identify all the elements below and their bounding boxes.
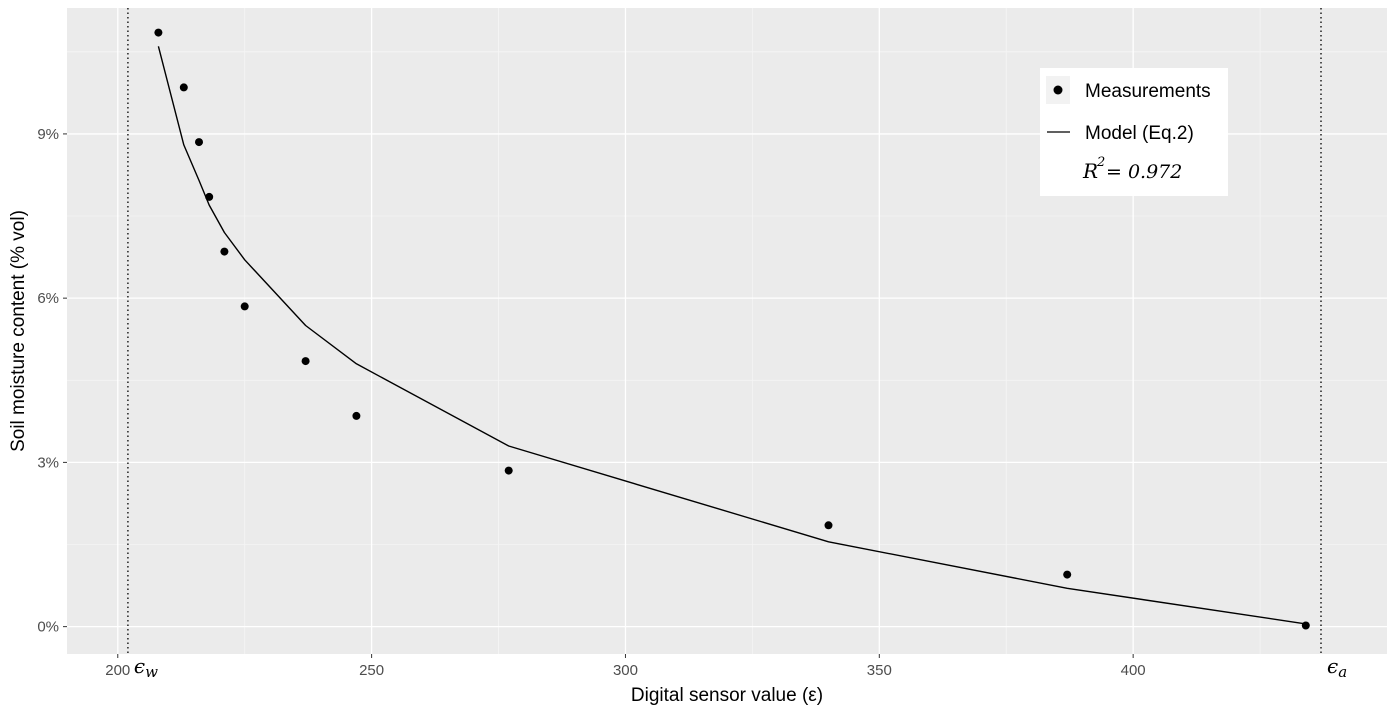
x-tick-label: 250 — [359, 662, 384, 679]
measurement-point — [240, 302, 249, 311]
legend-label-measurements: Measurements — [1085, 81, 1211, 102]
legend-box — [1040, 68, 1228, 196]
legend-key-point — [1053, 85, 1063, 95]
legend: Measurements Model (Eq.2) R 2 = 0.972 — [1040, 68, 1228, 196]
y-tick-label: 6% — [37, 290, 59, 307]
measurement-series — [154, 28, 1310, 630]
y-axis-ticks: 0% 3% 6% 9% — [37, 126, 67, 636]
x-tick-label: 400 — [1121, 662, 1146, 679]
r-squared-annotation: R 2 = 0.972 — [1082, 155, 1182, 183]
reference-label-subscript: a — [1338, 663, 1347, 681]
model-line — [157, 46, 1306, 625]
measurement-point — [824, 521, 833, 530]
y-tick-label: 3% — [37, 454, 59, 471]
x-tick-label: 350 — [867, 662, 892, 679]
reference-label-epsilon-a: ϵa — [1327, 654, 1347, 681]
major-gridlines — [67, 8, 1387, 654]
reference-label-subscript: w — [145, 663, 158, 681]
minor-gridlines — [67, 8, 1387, 654]
measurement-point — [195, 138, 203, 147]
x-tick-label: 200 — [105, 662, 130, 679]
measurement-point — [179, 83, 188, 92]
r-squared-symbol: R — [1082, 159, 1098, 183]
measurement-point — [1063, 570, 1072, 579]
y-tick-label: 0% — [37, 619, 59, 636]
y-tick-label: 9% — [37, 126, 59, 143]
measurement-point — [220, 247, 229, 256]
x-axis-title: Digital sensor value (ε) — [631, 685, 823, 706]
measurement-point — [352, 411, 361, 420]
measurement-point — [154, 28, 163, 37]
r-squared-value: = 0.972 — [1106, 161, 1182, 183]
reference-label-epsilon-w: ϵw — [134, 654, 158, 681]
legend-label-model: Model (Eq.2) — [1085, 123, 1194, 144]
x-axis-ticks: 200 250 300 350 400 — [105, 654, 1146, 679]
measurement-point — [1301, 621, 1310, 630]
measurement-point — [504, 466, 513, 475]
measurement-point — [205, 192, 214, 201]
x-tick-label: 300 — [613, 662, 638, 679]
r-squared-exponent: 2 — [1096, 155, 1105, 170]
model-series — [157, 46, 1306, 625]
measurement-point — [301, 357, 310, 366]
y-axis-title: Soil moisture content (% vol) — [8, 210, 29, 452]
